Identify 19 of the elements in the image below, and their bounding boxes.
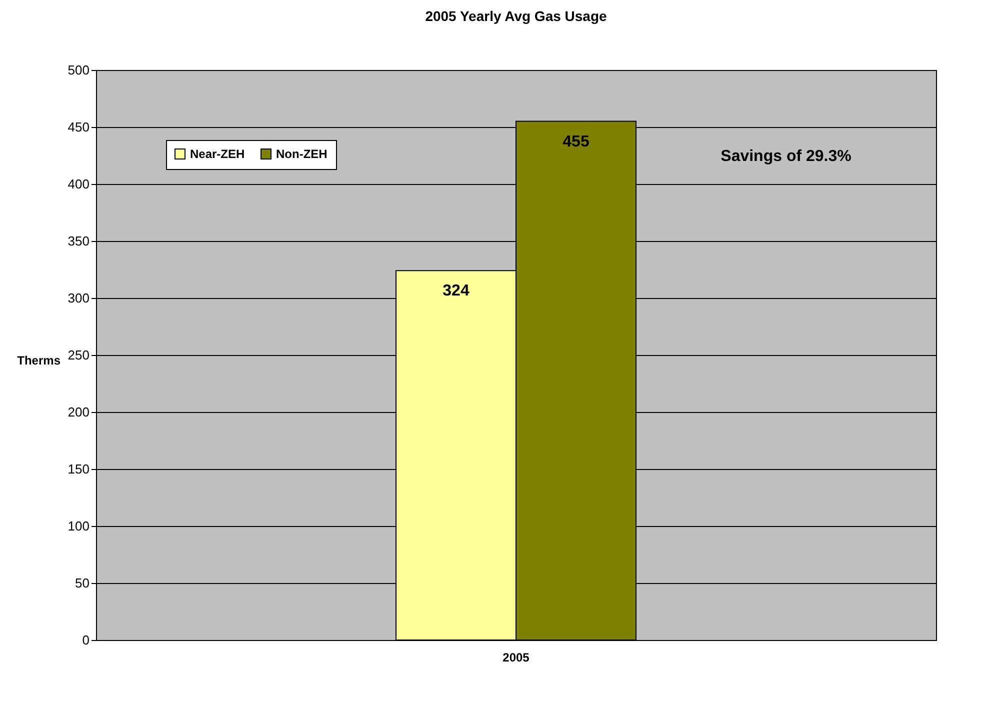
legend-label: Near-ZEH xyxy=(190,147,245,161)
y-tick-label: 150 xyxy=(68,462,90,476)
chart-title: 2005 Yearly Avg Gas Usage xyxy=(425,8,608,24)
legend-label: Non-ZEH xyxy=(276,147,328,161)
y-tick-label: 350 xyxy=(68,234,90,248)
annotation: Savings of 29.3% xyxy=(720,148,852,165)
y-tick-label: 400 xyxy=(68,176,90,192)
y-tick-label: 300 xyxy=(68,290,90,306)
y-axis-title: Therms xyxy=(17,354,61,368)
y-tick-label: 50 xyxy=(75,576,90,590)
data-label: 324 xyxy=(442,282,470,300)
y-tick-label: 500 xyxy=(68,62,90,78)
y-tick-label: 200 xyxy=(68,404,90,420)
y-tick-label: 100 xyxy=(68,518,90,534)
x-tick-label: 2005 xyxy=(502,650,530,664)
y-tick-label: 0 xyxy=(82,632,90,648)
y-tick-label: 250 xyxy=(68,348,90,362)
data-label: 455 xyxy=(562,133,590,150)
y-tick-label: 450 xyxy=(68,120,90,134)
